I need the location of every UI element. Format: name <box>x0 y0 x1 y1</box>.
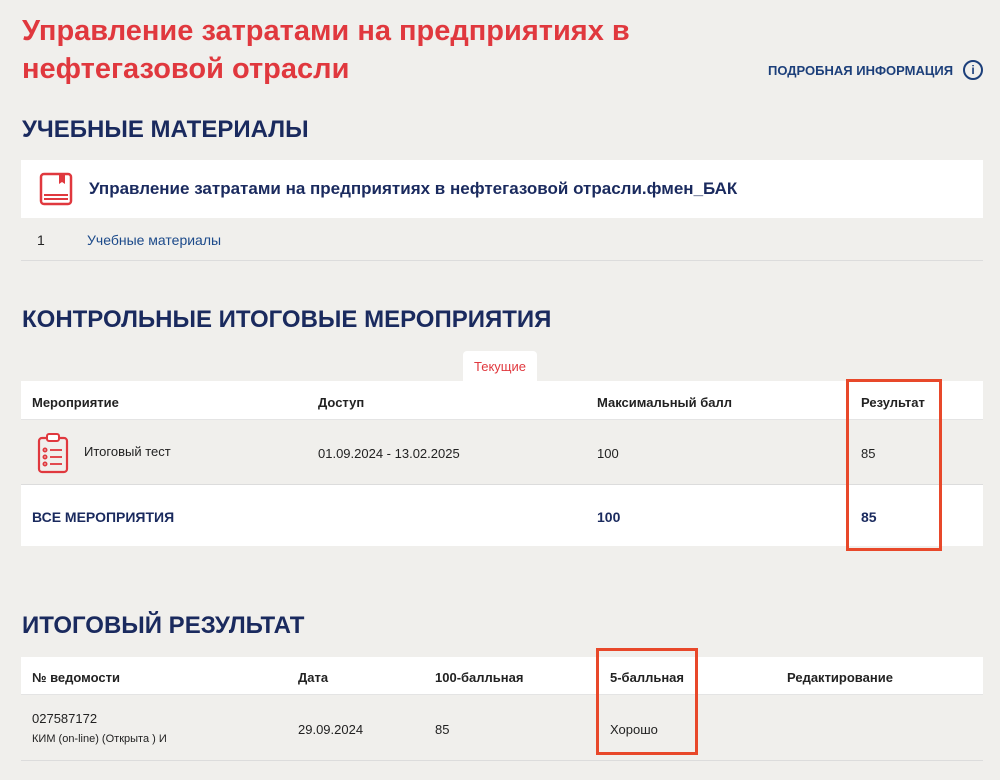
event-max: 100 <box>597 446 619 461</box>
total-max: 100 <box>597 509 621 525</box>
material-card: Управление затратами на предприятиях в н… <box>21 160 983 218</box>
score-5: Хорошо <box>610 722 658 737</box>
sheet-type: КИМ (on-line) (Открыта ) И <box>32 733 167 745</box>
col-date: Дата <box>298 670 329 685</box>
table-row[interactable]: 027587172 КИМ (on-line) (Открыта ) И 29.… <box>21 695 983 761</box>
materials-heading: УЧЕБНЫЕ МАТЕРИАЛЫ <box>22 116 309 143</box>
col-result: Результат <box>861 395 925 410</box>
more-info-label: ПОДРОБНАЯ ИНФОРМАЦИЯ <box>768 62 954 78</box>
event-name: Итоговый тест <box>84 444 171 459</box>
events-header: Мероприятие Доступ Максимальный балл Рез… <box>21 381 983 420</box>
material-num: 1 <box>37 231 45 248</box>
event-result: 85 <box>861 446 876 461</box>
col-edit: Редактирование <box>787 670 893 685</box>
col-access: Доступ <box>318 395 365 410</box>
total-result: 85 <box>861 509 877 525</box>
col-number: № ведомости <box>32 670 120 685</box>
col-100: 100-балльная <box>435 670 524 685</box>
col-max: Максимальный балл <box>597 395 733 410</box>
score-100: 85 <box>435 722 450 737</box>
highlight-box <box>596 648 698 755</box>
page-title: Управление затратами на предприятиях в н… <box>22 15 630 85</box>
tab-current[interactable]: Текущие <box>463 351 537 381</box>
book-icon <box>39 172 73 206</box>
total-row: ВСЕ МЕРОПРИЯТИЯ 100 85 <box>21 485 983 546</box>
highlight-box <box>846 379 942 551</box>
col-5: 5-балльная <box>610 670 684 685</box>
more-info-link[interactable]: ПОДРОБНАЯ ИНФОРМАЦИЯ i <box>768 60 984 80</box>
final-heading: ИТОГОВЫЙ РЕЗУЛЬТАТ <box>22 612 305 639</box>
total-label: ВСЕ МЕРОПРИЯТИЯ <box>32 509 175 525</box>
table-row[interactable]: Итоговый тест 01.09.2024 - 13.02.2025 10… <box>21 420 983 485</box>
material-card-title: Управление затратами на предприятиях в н… <box>89 179 738 198</box>
final-header: № ведомости Дата 100-балльная 5-балльная… <box>21 657 983 695</box>
info-icon: i <box>963 60 984 80</box>
material-row: 1 Учебные материалы <box>21 219 983 261</box>
events-heading: КОНТРОЛЬНЫЕ ИТОГОВЫЕ МЕРОПРИЯТИЯ <box>22 306 552 333</box>
event-access: 01.09.2024 - 13.02.2025 <box>318 446 460 461</box>
col-event: Мероприятие <box>32 395 119 410</box>
clipboard-icon <box>37 433 69 474</box>
material-link[interactable]: Учебные материалы <box>87 231 222 248</box>
sheet-date: 29.09.2024 <box>298 722 364 737</box>
sheet-number: 027587172 <box>32 711 98 726</box>
